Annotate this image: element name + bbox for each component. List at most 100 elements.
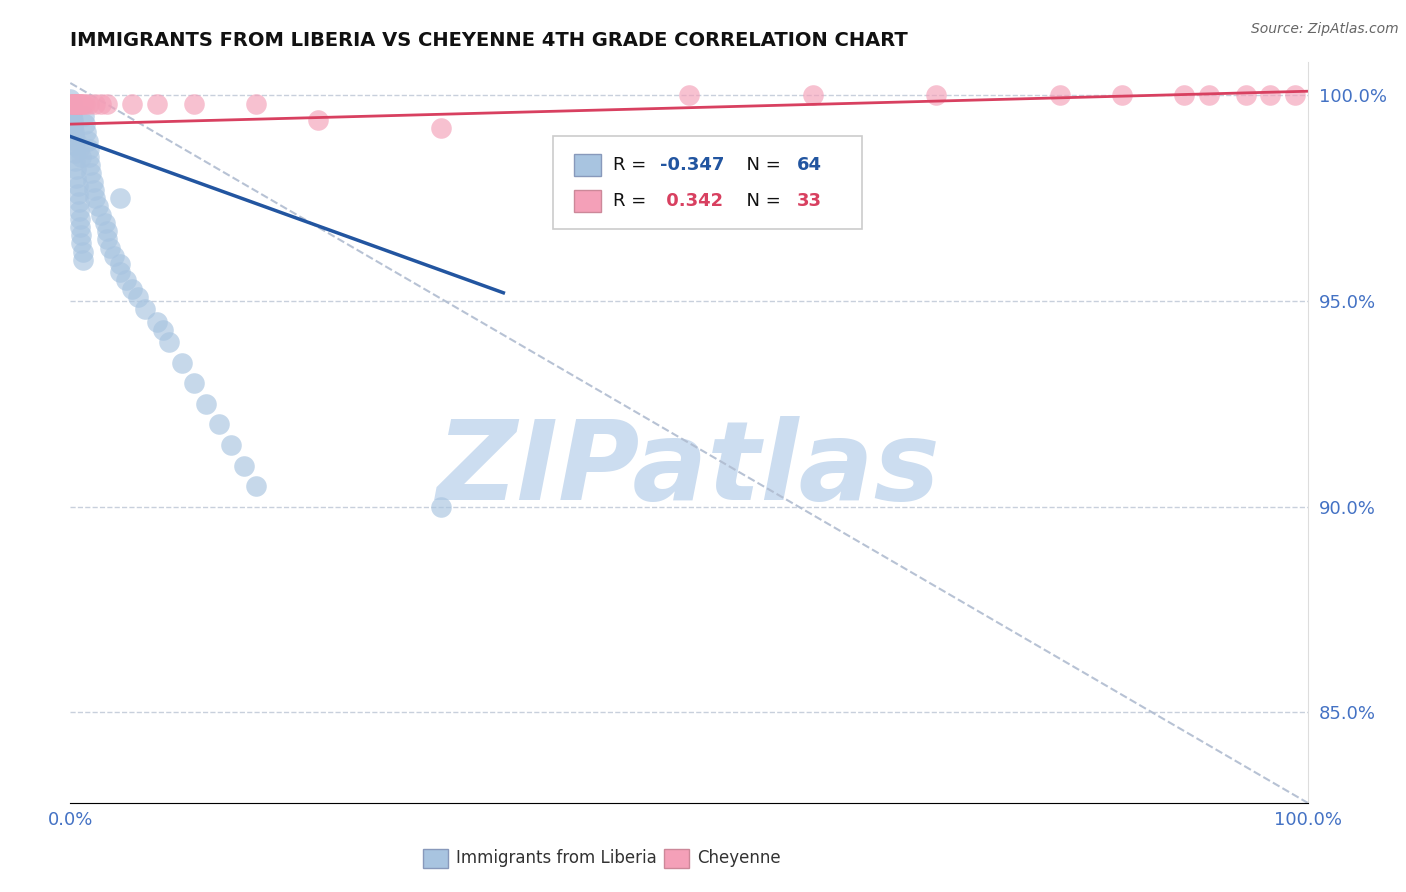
Point: [63, 137, 86, 152]
Point: [75, 125, 97, 139]
Point: [70, 96, 93, 111]
Point: [678, 88, 700, 103]
Point: [208, 417, 231, 432]
Point: [96, 224, 118, 238]
Point: [72, 252, 94, 267]
Point: [77, 142, 100, 156]
Point: [70, 150, 93, 164]
Point: [67, 96, 90, 111]
Point: [1111, 88, 1133, 103]
Point: [219, 438, 242, 452]
Point: [183, 96, 205, 111]
Point: [72, 244, 94, 259]
Point: [86, 199, 108, 213]
Point: [232, 458, 254, 473]
Point: [96, 232, 118, 246]
Point: [80, 166, 103, 180]
Point: [60, 96, 83, 111]
Point: [66, 178, 89, 193]
Point: [66, 96, 89, 111]
Point: [60, 96, 83, 111]
Point: [170, 356, 193, 370]
Point: [146, 96, 169, 111]
Point: [108, 257, 131, 271]
Point: [103, 249, 125, 263]
Point: [430, 121, 453, 136]
Bar: [664, 849, 689, 868]
Text: 0.342: 0.342: [661, 192, 724, 210]
Point: [108, 191, 131, 205]
Text: 64: 64: [797, 156, 821, 174]
Point: [94, 216, 117, 230]
Point: [1284, 88, 1306, 103]
Point: [1234, 88, 1257, 103]
Text: Cheyenne: Cheyenne: [697, 849, 782, 867]
Text: -0.347: -0.347: [661, 156, 725, 174]
Point: [554, 191, 576, 205]
Point: [98, 240, 121, 254]
Point: [1198, 88, 1220, 103]
Point: [59, 96, 82, 111]
Point: [146, 314, 169, 328]
Point: [65, 96, 87, 111]
Point: [245, 96, 267, 111]
Text: N =: N =: [735, 156, 786, 174]
Point: [76, 134, 98, 148]
Point: [134, 302, 156, 317]
Point: [90, 96, 112, 111]
Bar: [574, 190, 602, 212]
Point: [90, 208, 112, 222]
Point: [67, 142, 90, 156]
Point: [63, 96, 86, 111]
Point: [157, 335, 180, 350]
Point: [1173, 88, 1195, 103]
FancyBboxPatch shape: [553, 136, 862, 229]
Text: R =: R =: [613, 156, 652, 174]
Point: [60, 104, 83, 119]
Point: [925, 88, 948, 103]
Point: [69, 96, 91, 111]
Point: [70, 228, 93, 243]
Point: [1049, 88, 1071, 103]
Point: [245, 479, 267, 493]
Point: [127, 290, 149, 304]
Point: [84, 96, 107, 111]
Point: [67, 195, 90, 210]
Point: [152, 323, 174, 337]
Point: [67, 203, 90, 218]
Point: [62, 117, 84, 131]
Point: [83, 183, 105, 197]
Point: [69, 219, 91, 234]
Point: [82, 175, 104, 189]
Point: [65, 154, 87, 169]
Bar: [423, 849, 447, 868]
Point: [195, 397, 218, 411]
Point: [66, 187, 89, 202]
Text: N =: N =: [735, 192, 786, 210]
Point: [801, 88, 824, 103]
Point: [69, 211, 91, 226]
Point: [65, 170, 87, 185]
Point: [75, 117, 97, 131]
Point: [73, 109, 96, 123]
Point: [59, 92, 82, 106]
Point: [1260, 88, 1282, 103]
Point: [183, 376, 205, 391]
Point: [59, 101, 82, 115]
Point: [430, 500, 453, 514]
Point: [60, 109, 83, 123]
Text: ZIPatlas: ZIPatlas: [437, 417, 941, 523]
Point: [62, 113, 84, 128]
Text: 33: 33: [797, 192, 821, 210]
Point: [65, 96, 87, 111]
Point: [121, 282, 143, 296]
Point: [121, 96, 143, 111]
Point: [63, 129, 86, 144]
Point: [63, 125, 86, 139]
Point: [65, 145, 87, 160]
Point: [115, 273, 138, 287]
Point: [79, 158, 101, 172]
Point: [75, 96, 97, 111]
Point: [62, 96, 84, 111]
Point: [77, 96, 100, 111]
